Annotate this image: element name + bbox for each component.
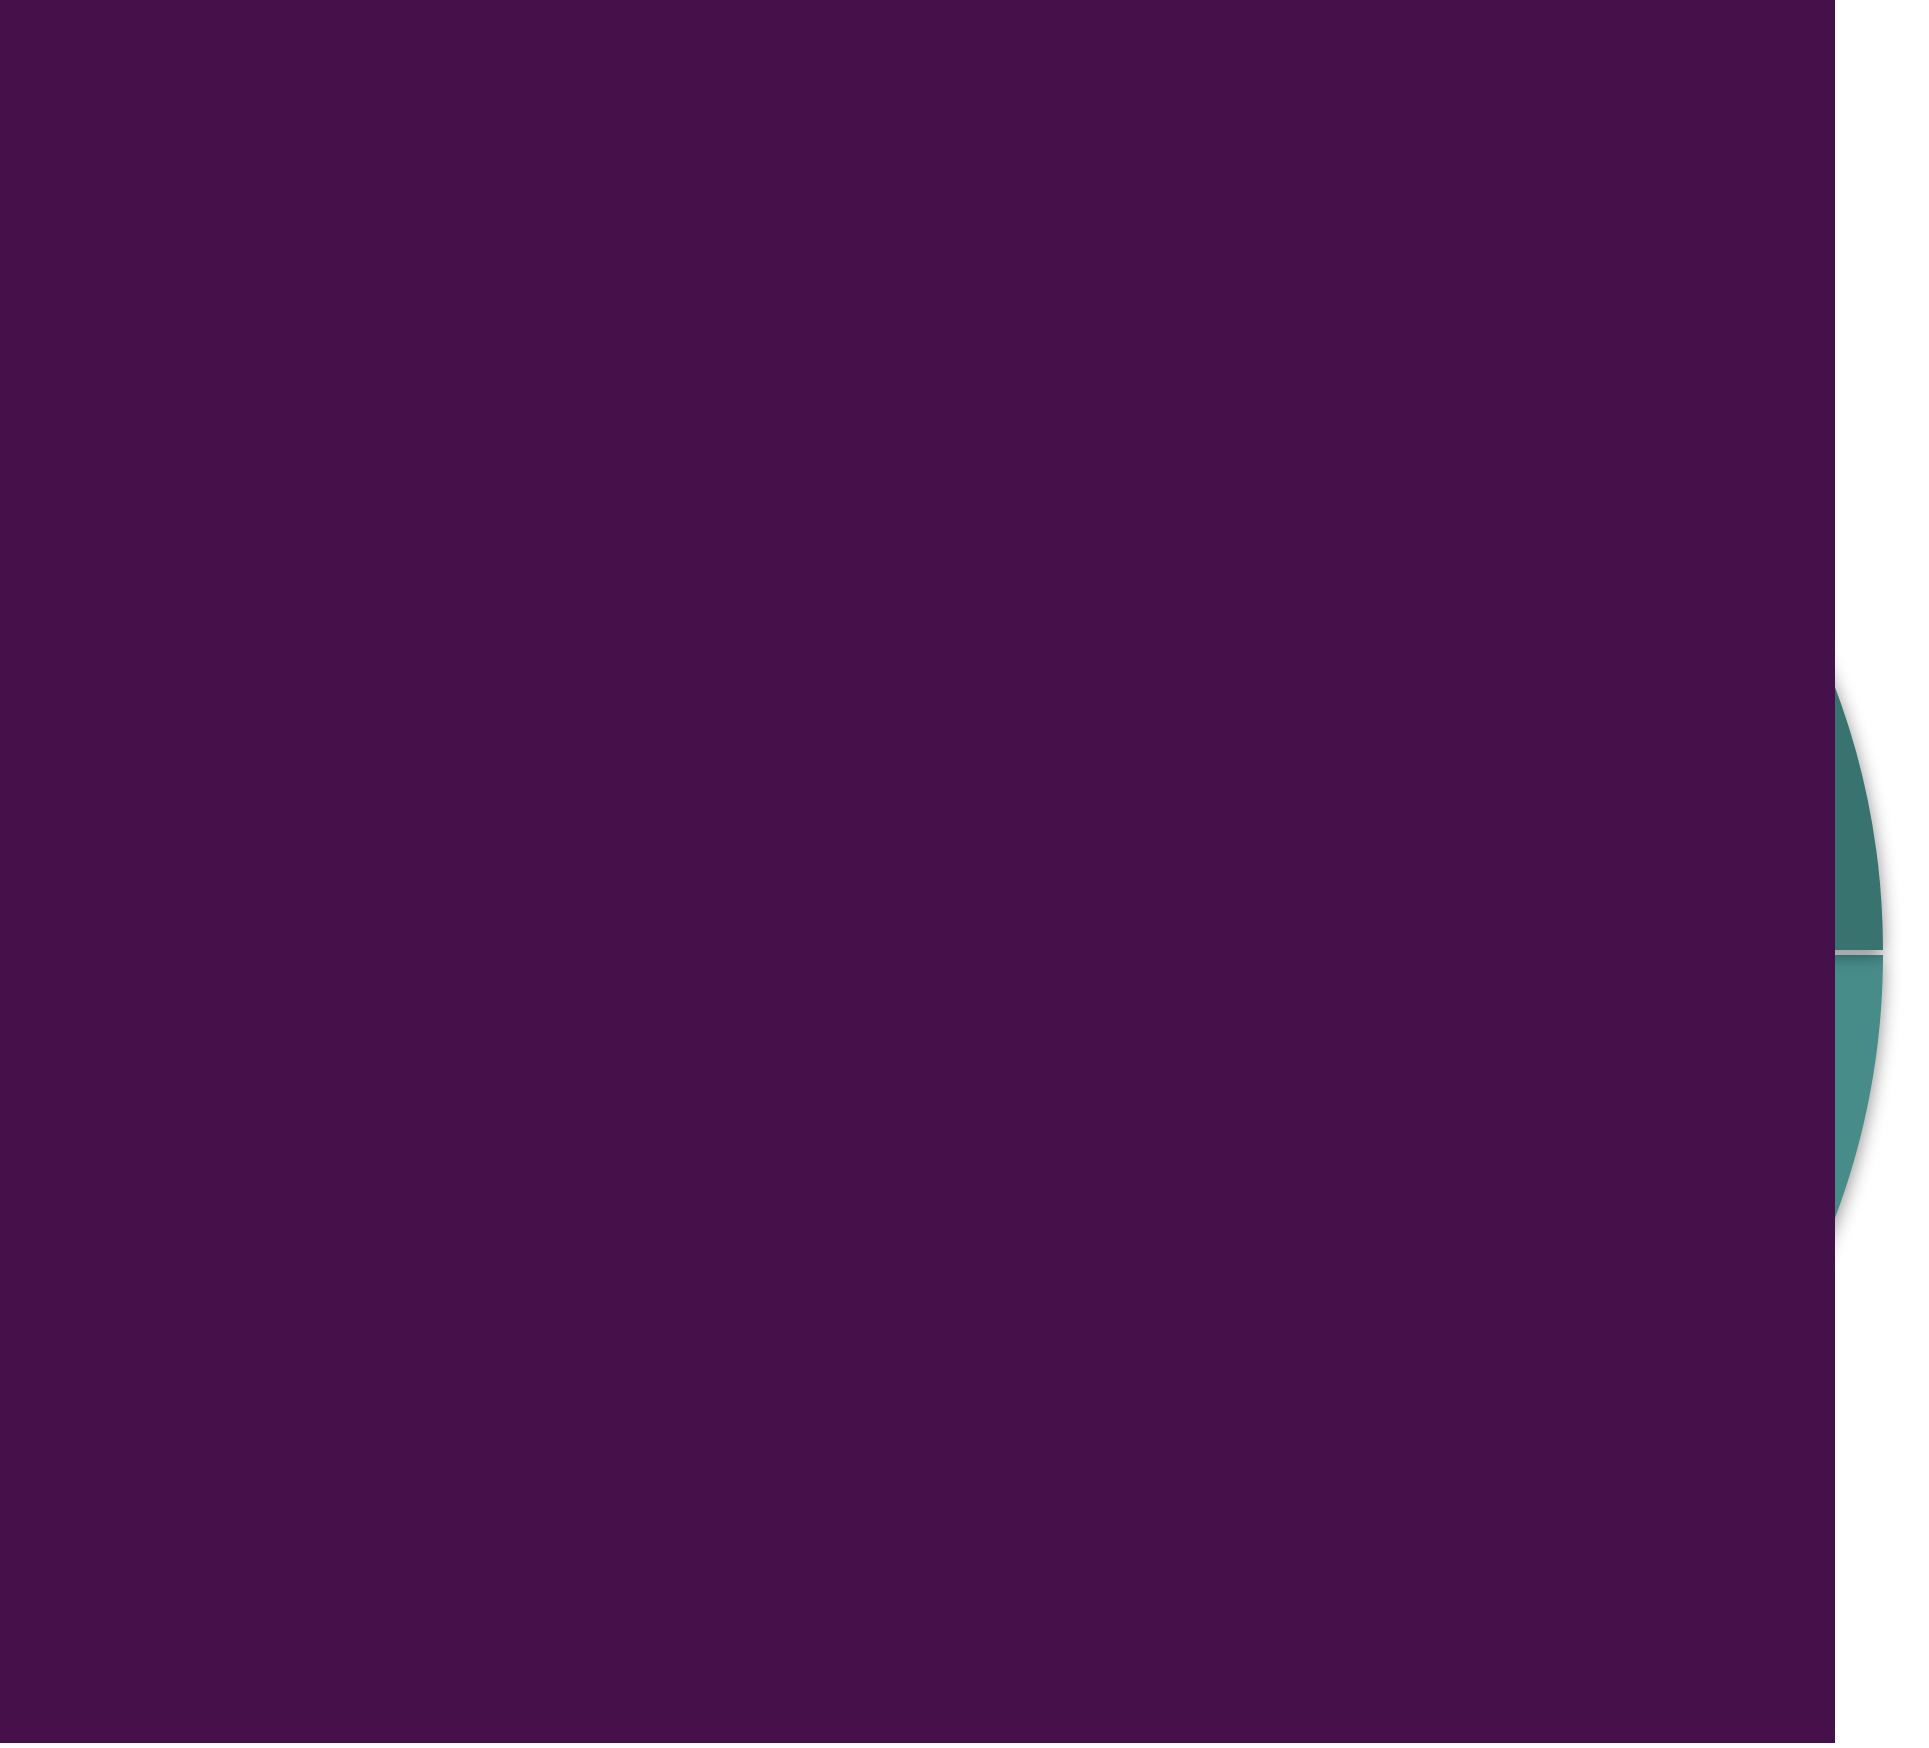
background-panel <box>0 0 1835 1743</box>
